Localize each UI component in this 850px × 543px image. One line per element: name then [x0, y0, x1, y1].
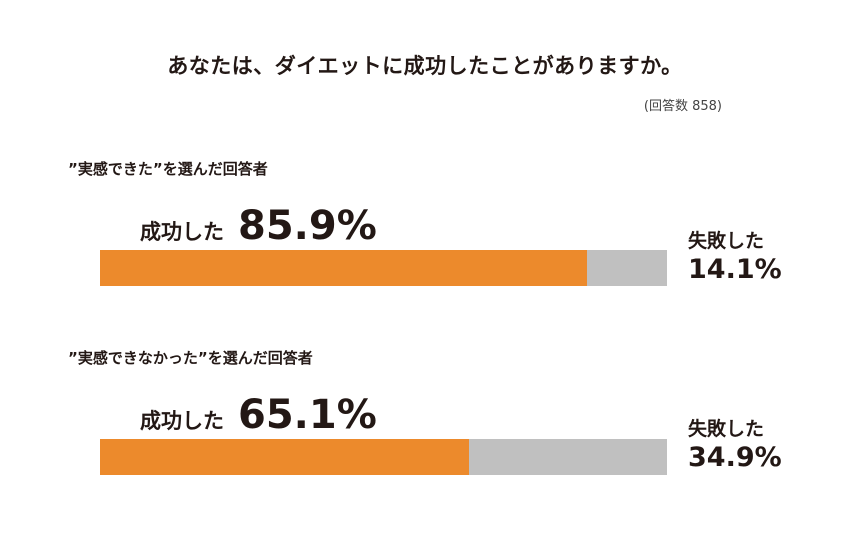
group-label: ”実感できた”を選んだ回答者 [68, 160, 268, 178]
success-bar-segment [100, 250, 588, 286]
fail-percentage: 34.9% [688, 442, 782, 473]
success-label-group-1: 成功した 85.9% [140, 203, 377, 249]
group-label: ”実感できなかった”を選んだ回答者 [68, 349, 313, 367]
stacked-bar-group-2 [100, 439, 667, 475]
success-label: 成功した [140, 220, 224, 244]
success-bar-segment [100, 439, 470, 475]
sample-size-note: (回答数 858) [643, 99, 722, 114]
success-percentage: 65.1% [238, 392, 377, 438]
fail-label: 失敗した [688, 418, 765, 440]
success-percentage: 85.9% [238, 203, 377, 249]
stacked-bar-group-1 [100, 250, 667, 286]
fail-label: 失敗した [688, 230, 765, 252]
success-label: 成功した [140, 409, 224, 433]
fail-percentage: 14.1% [688, 254, 782, 285]
chart-title: あなたは、ダイエットに成功したことがありますか。 [167, 54, 683, 78]
success-label-group-2: 成功した 65.1% [140, 392, 377, 438]
